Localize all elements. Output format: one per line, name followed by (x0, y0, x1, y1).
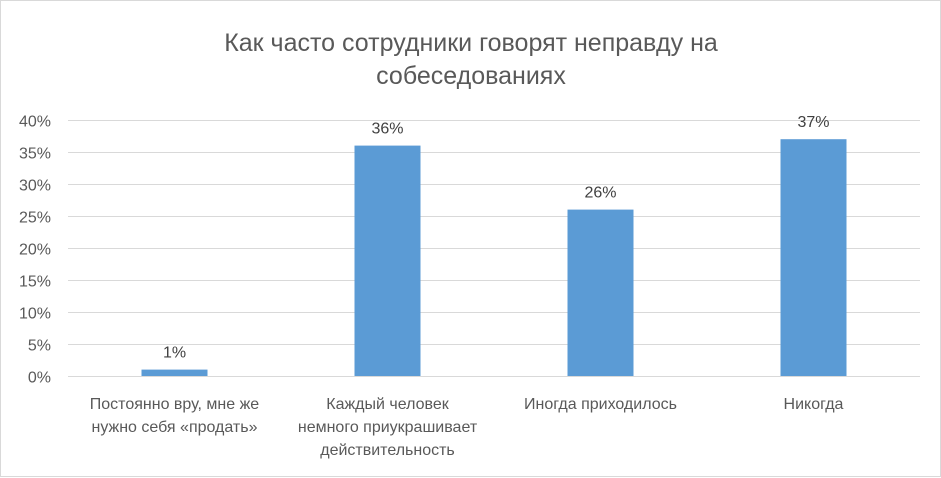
y-tick-label: 20% (19, 242, 51, 259)
category-label: Никогда (784, 396, 844, 413)
data-label: 37% (797, 114, 829, 131)
category-label-line: нужно себя «продать» (92, 419, 258, 436)
chart-title-line: собеседованиях (376, 62, 566, 90)
x-axis-categories: Постоянно вру, мне же нужно себя «продать… (90, 396, 844, 459)
y-tick-label: 10% (19, 306, 51, 323)
category-label-line: немного приукрашивает (298, 419, 478, 436)
y-tick-label: 35% (19, 146, 51, 163)
data-labels: 1% 36% 26% 37% (163, 114, 830, 361)
category-label-line: Постоянно вру, мне же (90, 396, 260, 413)
data-label: 1% (163, 345, 186, 362)
y-tick-label: 30% (19, 178, 51, 195)
bar (141, 369, 208, 376)
category-label-line: Каждый человек (326, 396, 449, 413)
gridlines (68, 120, 920, 377)
category-label-line: действительность (320, 442, 455, 459)
bar (354, 145, 421, 376)
data-label: 26% (584, 185, 616, 202)
category-label-line: Никогда (784, 396, 844, 413)
y-axis-ticks: 0% 5% 10% 15% 20% 25% 30% 35% 40% (19, 114, 51, 387)
category-label: Иногда приходилось (524, 396, 677, 413)
bar (780, 139, 847, 376)
chart-title-line: Как часто сотрудники говорят неправду на (224, 29, 718, 57)
y-tick-label: 0% (28, 370, 51, 387)
y-tick-label: 25% (19, 210, 51, 227)
category-label: Каждый человек немного приукрашивает дейст… (298, 396, 478, 459)
y-tick-label: 40% (19, 114, 51, 131)
data-label: 36% (371, 121, 403, 138)
chart-title: Как часто сотрудники говорят неправду на… (224, 29, 718, 90)
y-tick-label: 15% (19, 274, 51, 291)
bar (567, 209, 634, 376)
y-tick-label: 5% (28, 338, 51, 355)
category-label-line: Иногда приходилось (524, 396, 677, 413)
bars (141, 139, 847, 376)
category-label: Постоянно вру, мне же нужно себя «продать… (90, 396, 260, 436)
